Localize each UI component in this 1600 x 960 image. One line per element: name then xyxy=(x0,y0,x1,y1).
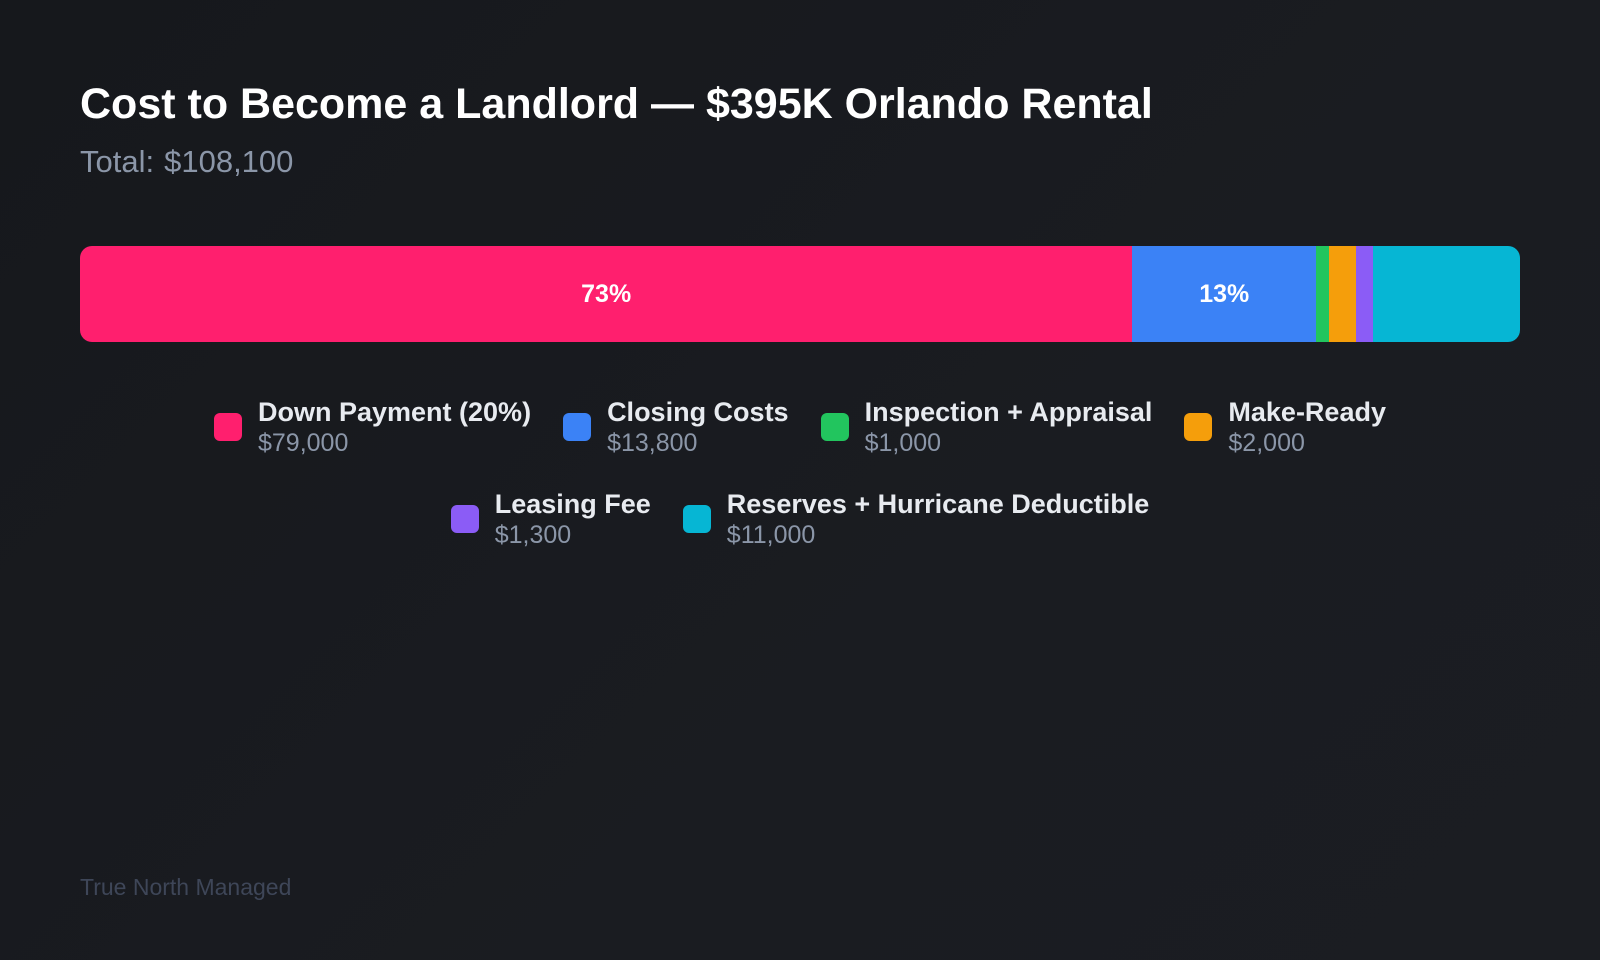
legend: Down Payment (20%) $79,000 Closing Costs $1… xyxy=(0,396,1600,550)
footer-brand: True North Managed xyxy=(80,874,292,900)
legend-item: Closing Costs $13,800 xyxy=(563,396,789,458)
legend-item: Make-Ready $2,000 xyxy=(1184,396,1386,458)
legend-value: $2,000 xyxy=(1228,429,1305,457)
legend-label: Leasing Fee xyxy=(494,489,651,519)
legend-swatch xyxy=(450,505,479,533)
legend-label: Down Payment (20%) xyxy=(258,397,532,427)
legend-swatch xyxy=(214,413,242,441)
legend-swatch xyxy=(682,505,711,533)
chart-title: Cost to Become a Landlord — $395K Orland… xyxy=(80,80,1153,128)
legend-value: $1,000 xyxy=(864,429,942,457)
legend-label: Reserves + Hurricane Deductible xyxy=(726,489,1150,519)
legend-value: $11,000 xyxy=(726,521,816,549)
legend-label: Closing Costs xyxy=(607,397,789,427)
legend-label: Inspection + Appraisal xyxy=(864,397,1153,427)
legend-value: $1,300 xyxy=(494,521,572,549)
total-value: $108,100 xyxy=(164,144,294,179)
legend-value: $79,000 xyxy=(258,429,349,457)
segment-percent-label: 73% xyxy=(581,279,632,308)
legend-item: Inspection + Appraisal $1,000 xyxy=(820,396,1153,458)
legend-swatch xyxy=(820,413,849,441)
legend-item: Leasing Fee $1,300 xyxy=(450,488,651,550)
bar-segment-2: 13% xyxy=(1132,246,1317,342)
total-label: Total: xyxy=(80,144,155,179)
legend-swatch xyxy=(563,413,592,441)
bar-segment-3 xyxy=(1316,246,1330,342)
legend-swatch xyxy=(1184,413,1213,441)
bar-segment-4 xyxy=(1329,246,1357,342)
legend-value: $13,800 xyxy=(607,429,698,457)
total-subtitle: Total: $108,100 xyxy=(80,144,293,180)
segment-percent-label: 13% xyxy=(1199,279,1250,308)
legend-item: Reserves + Hurricane Deductible $11,000 xyxy=(682,488,1150,550)
stacked-bar: 73% 13% xyxy=(80,246,1520,342)
legend-label: Make-Ready xyxy=(1228,397,1386,427)
bar-segment-6 xyxy=(1373,246,1520,342)
bar-segment-5 xyxy=(1356,246,1374,342)
legend-item: Down Payment (20%) $79,000 xyxy=(214,396,531,458)
bar-segment-1: 73% xyxy=(80,246,1133,342)
